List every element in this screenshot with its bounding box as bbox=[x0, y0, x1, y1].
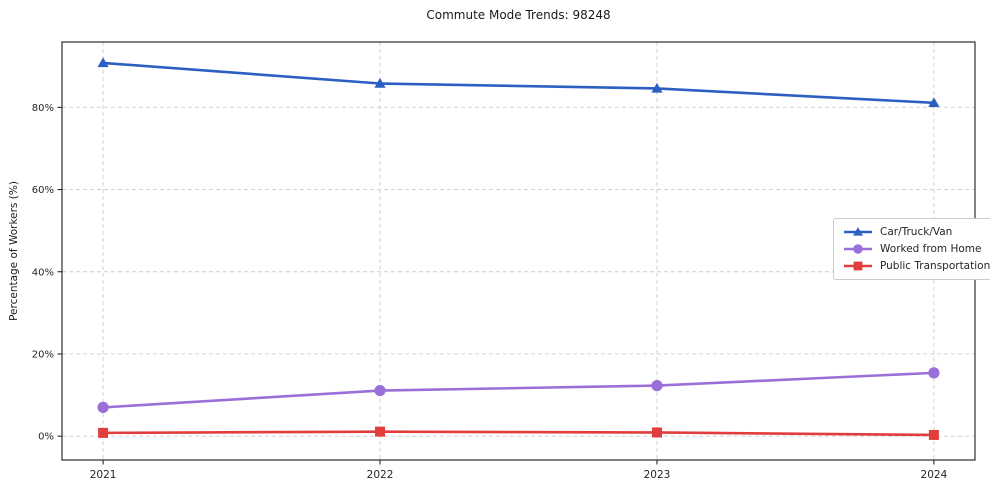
triangle-glyph bbox=[853, 227, 863, 236]
series-line-car-truck-van bbox=[101, 61, 936, 105]
legend-item-worked-from-home: Worked from Home bbox=[843, 243, 990, 255]
square-glyph bbox=[853, 261, 863, 271]
y-tick-label: 60% bbox=[32, 185, 54, 196]
circle-marker-icon bbox=[374, 384, 386, 397]
triangle-marker-icon bbox=[844, 227, 872, 236]
legend-item-car-truck-van: Car/Truck/Van bbox=[843, 226, 990, 238]
circle-glyph bbox=[853, 244, 863, 254]
y-tick-label: 0% bbox=[38, 432, 54, 443]
triangle-marker-icon bbox=[928, 97, 940, 108]
x-tick-label: 2024 bbox=[921, 469, 948, 481]
square-marker-icon bbox=[651, 427, 662, 438]
x-tick-label: 2023 bbox=[644, 469, 671, 481]
circle-marker-icon bbox=[97, 401, 109, 413]
y-tick-label: 40% bbox=[32, 267, 54, 278]
triangle-marker-icon bbox=[97, 57, 109, 68]
x-tick-labels: 2021 2022 2023 2024 bbox=[90, 469, 948, 481]
series-line-public-transportation bbox=[101, 430, 936, 437]
x-tick-label: 2021 bbox=[90, 469, 117, 481]
series-worked-from-home bbox=[97, 367, 940, 413]
y-tick-labels: 0% 20% 40% 60% 80% bbox=[32, 103, 54, 443]
tick-marks bbox=[57, 106, 935, 465]
series-car-truck-van bbox=[97, 57, 940, 108]
y-tick-label: 80% bbox=[32, 103, 54, 114]
legend-label: Worked from Home bbox=[880, 243, 982, 255]
triangle-marker-icon bbox=[651, 82, 663, 93]
legend-label: Public Transportation bbox=[880, 260, 990, 272]
square-marker-icon bbox=[375, 426, 386, 437]
circle-marker-icon bbox=[651, 380, 663, 392]
circle-marker-icon bbox=[928, 367, 940, 379]
series-line-worked-from-home bbox=[101, 371, 936, 409]
square-marker-icon bbox=[928, 429, 939, 440]
square-marker-icon bbox=[844, 261, 872, 271]
legend: Car/Truck/Van Worked from Home Public Tran… bbox=[833, 218, 990, 280]
x-tick-label: 2022 bbox=[367, 469, 394, 481]
legend-item-public-transportation: Public Transportation bbox=[843, 260, 990, 272]
chart-title: Commute Mode Trends: 98248 bbox=[426, 8, 611, 22]
square-marker-icon bbox=[98, 427, 109, 438]
y-tick-label: 20% bbox=[32, 349, 54, 360]
legend-label: Car/Truck/Van bbox=[880, 226, 953, 238]
series-public-transportation bbox=[98, 426, 939, 440]
grid bbox=[62, 42, 975, 460]
circle-marker-icon bbox=[844, 244, 872, 254]
triangle-marker-icon bbox=[374, 77, 386, 88]
